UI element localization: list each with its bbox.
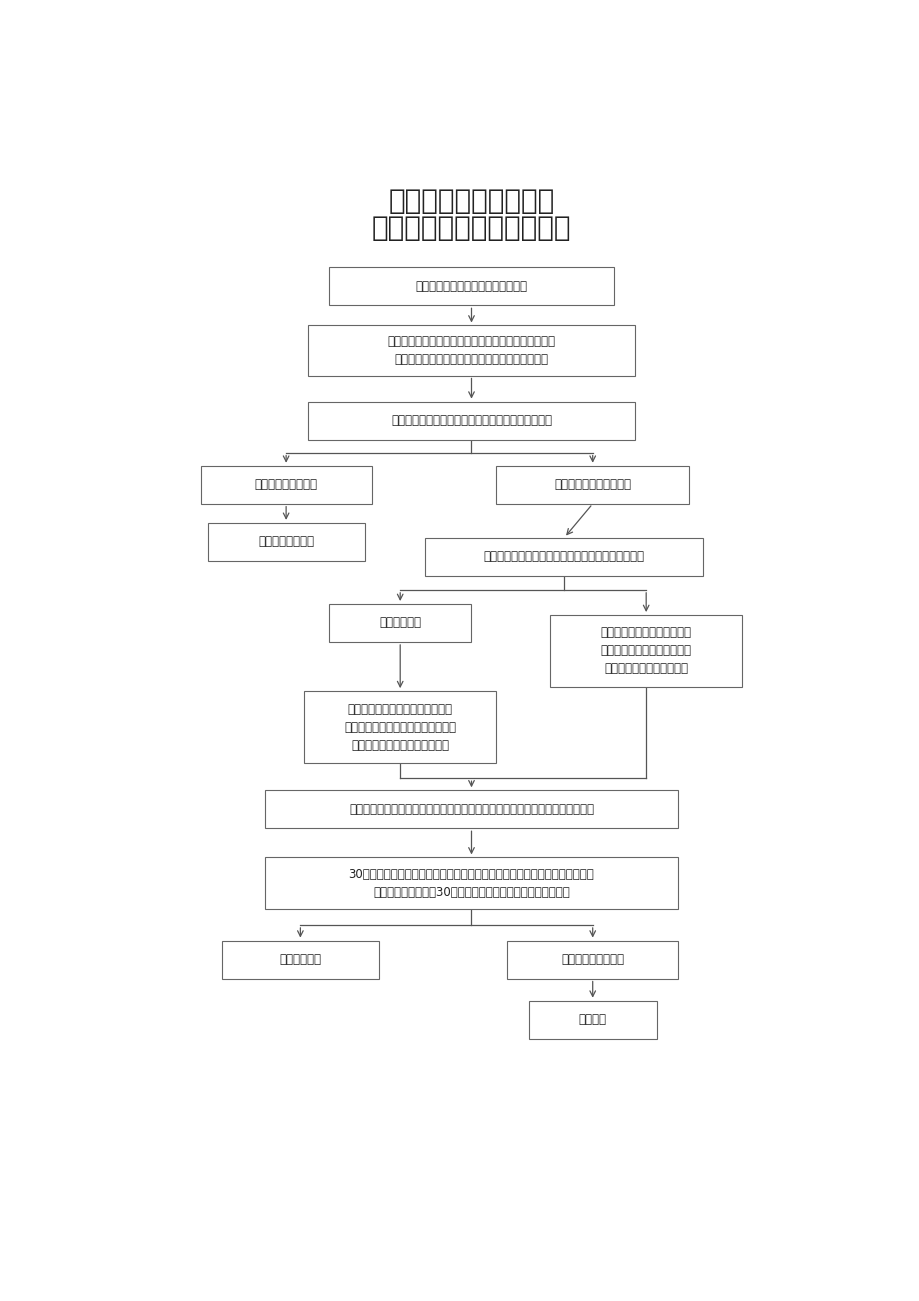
Text: 符合采取强制措施条件的: 符合采取强制措施条件的 xyxy=(553,479,630,492)
Bar xyxy=(496,466,688,503)
Bar xyxy=(208,523,364,561)
Bar xyxy=(221,941,379,978)
Bar xyxy=(303,691,496,764)
Bar xyxy=(265,857,677,909)
Text: 30日内查清事实，作出处理决定；情况复杂的经机关负责人批准，可以延长，
但是延长期不得超过30日。法律、行政法规另有规定的除外。: 30日内查清事实，作出处理决定；情况复杂的经机关负责人批准，可以延长， 但是延长… xyxy=(348,868,594,899)
Text: 当场做现场笔录、制作并当场交付《实施行政强制措施决定书》和《财务清单》: 当场做现场笔录、制作并当场交付《实施行政强制措施决定书》和《财务清单》 xyxy=(348,803,594,816)
Text: 当事人不到场的，邀请见证人
到场，由见证人和行政执法人
员在现场笔录上签名或盖章: 当事人不到场的，邀请见证人 到场，由见证人和行政执法人 员在现场笔录上签名或盖章 xyxy=(600,627,691,675)
Text: 查封、扣押行政强制流程图: 查封、扣押行政强制流程图 xyxy=(371,215,571,242)
Bar xyxy=(329,267,614,306)
Text: 行政执法人员对相对人进行监督检查: 行政执法人员对相对人进行监督检查 xyxy=(415,280,527,293)
Bar xyxy=(329,604,471,641)
Bar xyxy=(425,537,702,576)
Text: 依法予以没收: 依法予以没收 xyxy=(279,954,321,967)
Bar xyxy=(528,1000,656,1038)
Text: 陵川县市场监督管理局: 陵川县市场监督管理局 xyxy=(388,187,554,215)
Text: 依法作出其他处理: 依法作出其他处理 xyxy=(258,535,313,548)
Text: 发现有证据证明可能危害人体健康的物品及有关材料和
已经造成或者可能造成质量事故的产品及有关资料: 发现有证据证明可能危害人体健康的物品及有关材料和 已经造成或者可能造成质量事故的… xyxy=(387,334,555,366)
Bar xyxy=(550,615,742,687)
Bar xyxy=(200,466,371,503)
Text: 退还财物: 退还财物 xyxy=(578,1013,606,1026)
Text: 不符合采取强制措施: 不符合采取强制措施 xyxy=(255,479,317,492)
Text: 依法解除查封、扣押: 依法解除查封、扣押 xyxy=(561,954,623,967)
Bar xyxy=(265,790,677,829)
Text: 制作《行政处罚有关事项审批表》，报主管领导审批: 制作《行政处罚有关事项审批表》，报主管领导审批 xyxy=(391,414,551,427)
Text: 当事人到场的: 当事人到场的 xyxy=(379,617,421,630)
Text: 告知当事人采取行政强制措施的理
由、依据及依法享有的权利、救济途
径，并听取当事人的陈述和申辩: 告知当事人采取行政强制措施的理 由、依据及依法享有的权利、救济途 径，并听取当事… xyxy=(344,703,456,752)
Bar xyxy=(307,402,635,440)
Bar xyxy=(506,941,677,978)
Bar xyxy=(307,325,635,376)
Text: 出示执法证，通知当事人到场（至少２名执法人员）: 出示执法证，通知当事人到场（至少２名执法人员） xyxy=(483,550,644,563)
